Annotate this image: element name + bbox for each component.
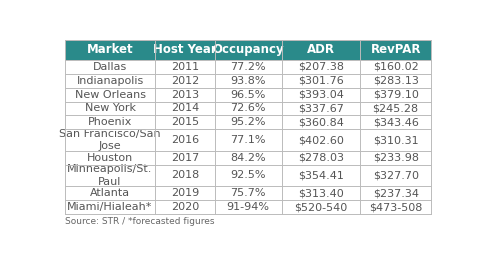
Text: $360.84: $360.84	[298, 117, 344, 127]
Text: Dallas: Dallas	[93, 61, 127, 71]
Text: 2014: 2014	[171, 103, 199, 114]
Text: $301.76: $301.76	[298, 76, 344, 85]
Text: $473-508: $473-508	[369, 202, 423, 212]
Text: Market: Market	[87, 43, 134, 56]
Text: $278.03: $278.03	[298, 153, 344, 163]
Text: Minneapolis/St.
Paul: Minneapolis/St. Paul	[67, 164, 153, 187]
Text: $245.28: $245.28	[373, 103, 419, 114]
Text: Occupancy: Occupancy	[212, 43, 284, 56]
Text: 2019: 2019	[171, 188, 199, 198]
Text: ADR: ADR	[307, 43, 335, 56]
Text: Miami/Hialeah*: Miami/Hialeah*	[67, 202, 153, 212]
Text: 72.6%: 72.6%	[230, 103, 266, 114]
Bar	[65, 87, 431, 101]
Text: $327.70: $327.70	[373, 171, 419, 181]
Text: New Orleans: New Orleans	[75, 90, 146, 100]
Text: $207.38: $207.38	[298, 61, 344, 71]
Text: $520-540: $520-540	[294, 202, 348, 212]
Text: 2013: 2013	[171, 90, 199, 100]
Bar	[65, 101, 431, 116]
Text: 95.2%: 95.2%	[230, 117, 266, 127]
Bar	[65, 200, 431, 214]
Text: $354.41: $354.41	[298, 171, 344, 181]
Text: 77.1%: 77.1%	[230, 135, 266, 145]
Text: Indianapolis: Indianapolis	[76, 76, 144, 85]
Text: 2011: 2011	[171, 61, 199, 71]
Bar	[65, 130, 431, 151]
Text: 91-94%: 91-94%	[227, 202, 270, 212]
Text: San Francisco/San
Jose: San Francisco/San Jose	[59, 129, 161, 151]
Text: $313.40: $313.40	[298, 188, 344, 198]
Text: RevPAR: RevPAR	[370, 43, 421, 56]
Text: 92.5%: 92.5%	[230, 171, 266, 181]
Text: 2020: 2020	[171, 202, 199, 212]
Text: $283.13: $283.13	[373, 76, 419, 85]
Bar	[65, 186, 431, 200]
Text: New York: New York	[85, 103, 136, 114]
Text: $393.04: $393.04	[298, 90, 344, 100]
Text: 96.5%: 96.5%	[230, 90, 266, 100]
Text: 84.2%: 84.2%	[230, 153, 266, 163]
Bar	[65, 60, 431, 74]
Text: 77.2%: 77.2%	[230, 61, 266, 71]
Text: 2016: 2016	[171, 135, 199, 145]
Text: Atlanta: Atlanta	[90, 188, 130, 198]
Text: 2012: 2012	[171, 76, 199, 85]
Bar	[65, 151, 431, 165]
Text: Host Year: Host Year	[153, 43, 217, 56]
Text: 2015: 2015	[171, 117, 199, 127]
Bar	[65, 74, 431, 87]
Text: 75.7%: 75.7%	[230, 188, 266, 198]
Text: $337.67: $337.67	[298, 103, 344, 114]
Text: 2017: 2017	[171, 153, 199, 163]
Text: Source: STR / *forecasted figures: Source: STR / *forecasted figures	[65, 217, 214, 226]
Bar	[65, 40, 431, 60]
Text: 93.8%: 93.8%	[230, 76, 266, 85]
Text: $343.46: $343.46	[373, 117, 419, 127]
Text: $402.60: $402.60	[298, 135, 344, 145]
Text: $379.10: $379.10	[373, 90, 419, 100]
Text: $237.34: $237.34	[373, 188, 419, 198]
Text: 2018: 2018	[171, 171, 199, 181]
Text: Houston: Houston	[87, 153, 133, 163]
Text: $310.31: $310.31	[373, 135, 419, 145]
Text: Phoenix: Phoenix	[88, 117, 132, 127]
Text: $160.02: $160.02	[373, 61, 419, 71]
Text: $233.98: $233.98	[373, 153, 419, 163]
Bar	[65, 116, 431, 130]
Bar	[65, 165, 431, 186]
